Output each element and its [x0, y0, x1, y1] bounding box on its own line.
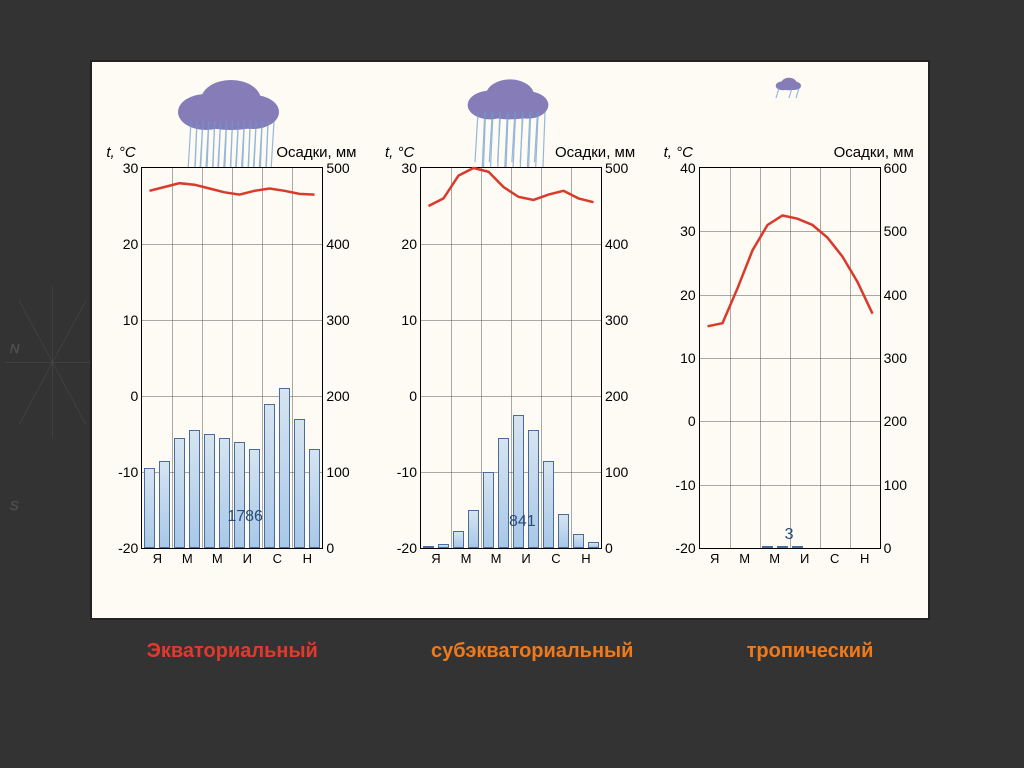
ytick-precip: 200 [884, 413, 907, 429]
climograph-subequatorial: t, °CОсадки, мм-20-100102030010020030040… [375, 72, 645, 612]
xtick-month: И [243, 551, 252, 566]
ytick-precip: 100 [605, 464, 628, 480]
xtick-month: С [830, 551, 839, 566]
plot-area: -20-1001020300100200300400500ЯММИСН841 [420, 167, 602, 549]
plot-area: -20-100102030400100200300400500600ЯММИСН… [699, 167, 881, 549]
xtick-month: И [521, 551, 530, 566]
climate-labels-row: Экваториальный субэкваториальный тропическ… [90, 640, 930, 680]
ytick-precip: 300 [605, 312, 628, 328]
ytick-temp: 0 [688, 413, 696, 429]
charts-panel: t, °CОсадки, мм-20-100102030010020030040… [90, 60, 930, 620]
ytick-temp: 10 [123, 312, 139, 328]
compass-decoration: N S [5, 280, 100, 540]
xtick-month: Я [431, 551, 440, 566]
ytick-precip: 200 [605, 388, 628, 404]
ytick-temp: 20 [680, 287, 696, 303]
xtick-month: Я [710, 551, 719, 566]
ytick-precip: 500 [326, 160, 349, 176]
temp-axis-label: t, °C [106, 144, 135, 161]
ytick-precip: 500 [605, 160, 628, 176]
xtick-month: М [739, 551, 750, 566]
svg-text:S: S [10, 498, 19, 513]
temp-line [142, 168, 322, 548]
ytick-temp: 30 [123, 160, 139, 176]
xtick-month: М [491, 551, 502, 566]
xtick-month: И [800, 551, 809, 566]
xtick-month: Н [581, 551, 590, 566]
xtick-month: Н [860, 551, 869, 566]
ytick-temp: 20 [123, 236, 139, 252]
climograph-equatorial: t, °CОсадки, мм-20-100102030010020030040… [96, 72, 366, 612]
ytick-precip: 0 [884, 540, 892, 556]
ytick-temp: 20 [401, 236, 417, 252]
ytick-precip: 400 [326, 236, 349, 252]
xtick-month: С [273, 551, 282, 566]
temp-line [421, 168, 601, 548]
ytick-temp: 10 [680, 350, 696, 366]
ytick-temp: 0 [131, 388, 139, 404]
ytick-temp: 30 [401, 160, 417, 176]
ytick-precip: 300 [326, 312, 349, 328]
xtick-month: М [182, 551, 193, 566]
ytick-precip: 100 [326, 464, 349, 480]
temp-axis-label: t, °C [385, 144, 414, 161]
xtick-month: С [551, 551, 560, 566]
temp-axis-label: t, °C [664, 144, 693, 161]
xtick-month: Я [153, 551, 162, 566]
ytick-precip: 200 [326, 388, 349, 404]
ytick-temp: -10 [118, 464, 138, 480]
climate-label-subequatorial: субэкваториальный [431, 640, 633, 680]
ytick-precip: 0 [326, 540, 334, 556]
ytick-precip: 400 [605, 236, 628, 252]
xtick-month: М [212, 551, 223, 566]
ytick-precip: 300 [884, 350, 907, 366]
xtick-month: М [461, 551, 472, 566]
precip-axis-label: Осадки, мм [555, 144, 645, 161]
climograph-tropical: t, °CОсадки, мм-20-100102030400100200300… [654, 72, 924, 612]
svg-text:N: N [10, 341, 20, 356]
ytick-temp: 10 [401, 312, 417, 328]
ytick-temp: 0 [409, 388, 417, 404]
ytick-temp: 30 [680, 223, 696, 239]
ytick-temp: -10 [675, 477, 695, 493]
ytick-temp: -20 [118, 540, 138, 556]
plot-area: -20-1001020300100200300400500ЯММИСН1786 [141, 167, 323, 549]
ytick-precip: 500 [884, 223, 907, 239]
ytick-temp: 40 [680, 160, 696, 176]
ytick-precip: 400 [884, 287, 907, 303]
ytick-precip: 100 [884, 477, 907, 493]
ytick-precip: 0 [605, 540, 613, 556]
xtick-month: М [769, 551, 780, 566]
ytick-temp: -20 [397, 540, 417, 556]
xtick-month: Н [303, 551, 312, 566]
ytick-temp: -20 [675, 540, 695, 556]
climate-label-equatorial: Экваториальный [147, 640, 318, 680]
precip-axis-label: Осадки, мм [834, 144, 924, 161]
ytick-precip: 600 [884, 160, 907, 176]
temp-line [700, 168, 880, 548]
climate-label-tropical: тропический [747, 640, 874, 680]
precip-axis-label: Осадки, мм [276, 144, 366, 161]
ytick-temp: -10 [397, 464, 417, 480]
